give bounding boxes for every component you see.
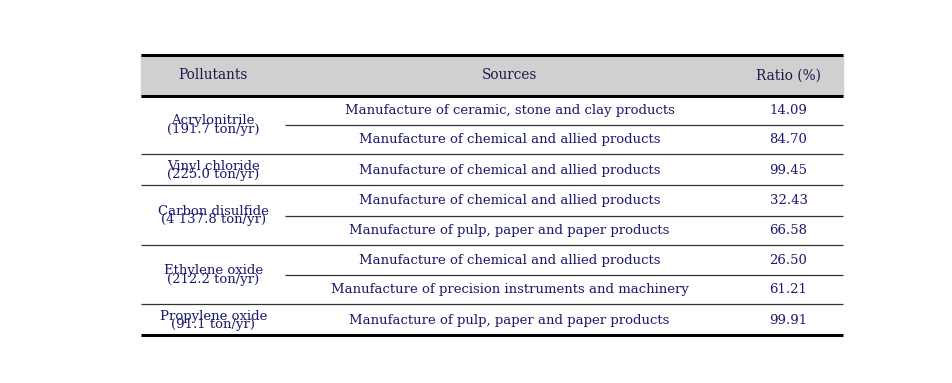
Text: Acrylonitrile: Acrylonitrile [171,115,254,128]
Text: 61.21: 61.21 [769,283,806,296]
Text: Propylene oxide: Propylene oxide [159,309,267,322]
Text: Ethylene oxide: Ethylene oxide [164,264,263,277]
Text: Manufacture of chemical and allied products: Manufacture of chemical and allied produ… [359,133,660,146]
Text: Manufacture of precision instruments and machinery: Manufacture of precision instruments and… [330,283,688,296]
Text: Pollutants: Pollutants [178,69,248,82]
Text: 99.45: 99.45 [769,164,806,177]
Text: (212.2 ton/yr): (212.2 ton/yr) [167,273,259,286]
Text: Manufacture of chemical and allied products: Manufacture of chemical and allied produ… [359,164,660,177]
Text: Manufacture of pulp, paper and paper products: Manufacture of pulp, paper and paper pro… [349,224,669,237]
Text: Ratio (%): Ratio (%) [755,69,821,82]
Text: (91.1 ton/yr): (91.1 ton/yr) [171,318,255,331]
Text: Manufacture of chemical and allied products: Manufacture of chemical and allied produ… [359,254,660,267]
Text: (4 137.8 ton/yr): (4 137.8 ton/yr) [161,213,266,226]
Text: Manufacture of chemical and allied products: Manufacture of chemical and allied produ… [359,195,660,208]
Bar [141,55,842,96]
Text: Manufacture of ceramic, stone and clay products: Manufacture of ceramic, stone and clay p… [345,104,674,117]
Text: Sources: Sources [482,69,537,82]
Text: 99.91: 99.91 [768,314,806,327]
Text: 32.43: 32.43 [769,195,806,208]
Text: Carbon disulfide: Carbon disulfide [158,205,268,218]
Text: (225.0 ton/yr): (225.0 ton/yr) [167,168,259,181]
Text: (191.7 ton/yr): (191.7 ton/yr) [167,123,259,136]
Text: Vinyl chloride: Vinyl chloride [167,159,259,172]
Text: 84.70: 84.70 [769,133,806,146]
Text: Manufacture of pulp, paper and paper products: Manufacture of pulp, paper and paper pro… [349,314,669,327]
Text: 14.09: 14.09 [769,104,806,117]
Text: 26.50: 26.50 [769,254,806,267]
Text: 66.58: 66.58 [769,224,806,237]
